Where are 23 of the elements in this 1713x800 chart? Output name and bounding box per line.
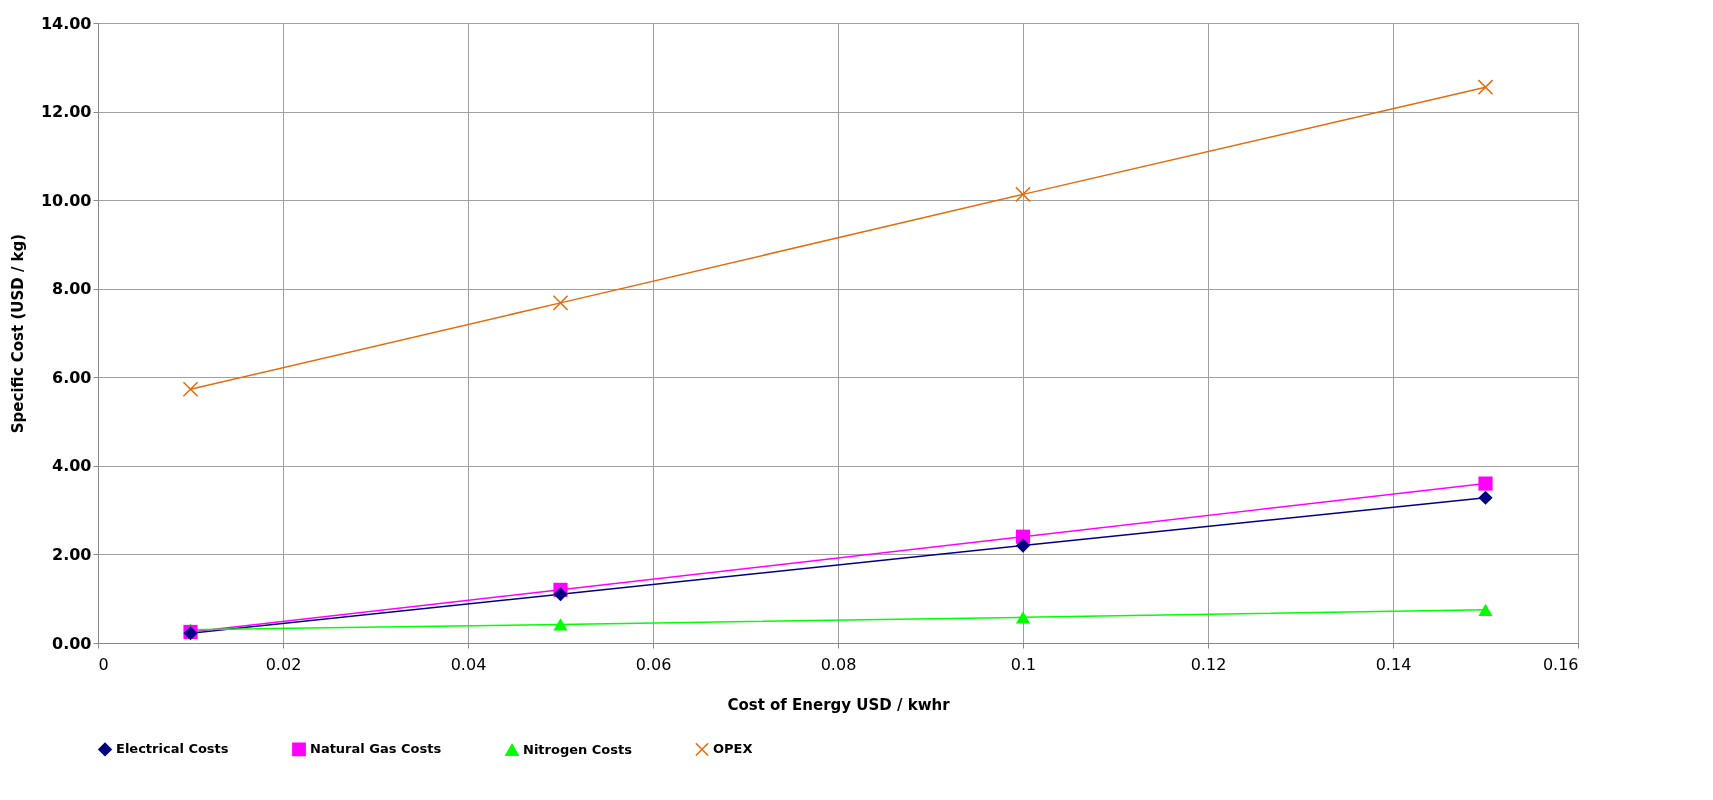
- y-tick-label: 10.00: [40, 190, 92, 210]
- y-tick-label: 8.00: [52, 279, 92, 299]
- y-tick-label: 2.00: [52, 544, 92, 564]
- legend-label: OPEX: [713, 741, 753, 757]
- y-tick-label: 4.00: [52, 456, 92, 476]
- x-axis-title: Cost of Energy USD / kwhr: [727, 695, 951, 714]
- legend-label: Natural Gas Costs: [310, 741, 442, 757]
- y-tick-label: 12.00: [40, 102, 92, 122]
- legend-label: Electrical Costs: [116, 741, 229, 757]
- legend-label: Nitrogen Costs: [523, 741, 633, 757]
- y-tick-label: 0.00: [52, 633, 92, 653]
- x-tick-label: 0.08: [820, 654, 857, 674]
- x-tick-label: 0: [98, 654, 109, 674]
- x-tick-label: 0.04: [450, 654, 487, 674]
- x-tick-label: 0.14: [1375, 654, 1412, 674]
- x-tick-label: 0.06: [635, 654, 672, 674]
- y-tick-label: 6.00: [52, 367, 92, 387]
- x-tick-label: 0.02: [265, 654, 302, 674]
- x-tick-label: 0.16: [1542, 654, 1579, 674]
- y-axis-title: Specific Cost (USD / kg): [8, 233, 27, 434]
- x-tick-label: 0.12: [1190, 654, 1227, 674]
- x-tick-label: 0.1: [1010, 654, 1037, 674]
- y-tick-label: 14.00: [40, 13, 92, 33]
